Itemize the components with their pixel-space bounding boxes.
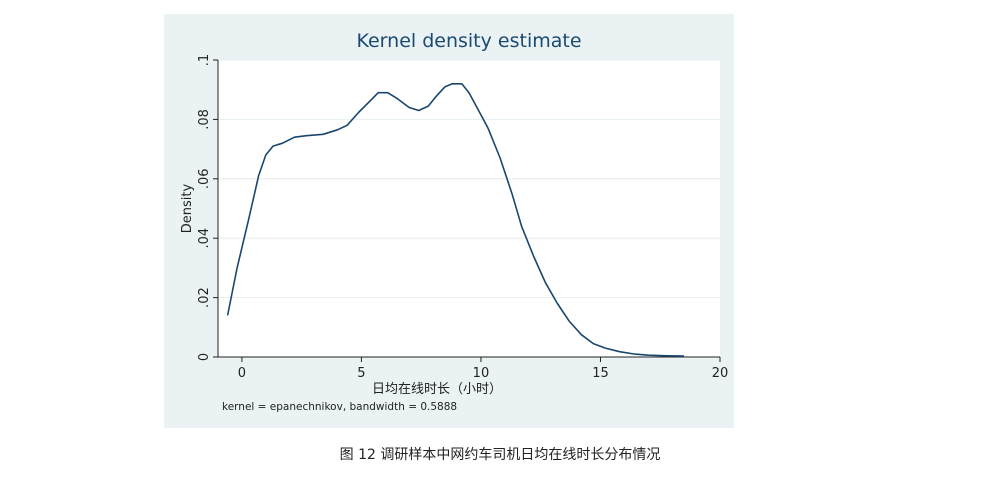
- plot-area: [218, 60, 720, 357]
- figure-caption: 图 12 调研样本中网约车司机日均在线时长分布情况: [339, 447, 661, 463]
- x-tick-label: 15: [592, 366, 609, 381]
- density-curve: [226, 83, 685, 357]
- x-tick-label: 20: [712, 366, 729, 381]
- y-tick-label: 0: [197, 353, 212, 361]
- x-tick-label: 0: [238, 366, 246, 381]
- y-tick-label: .04: [197, 228, 212, 249]
- kernel-note: kernel = epanechnikov, bandwidth = 0.588…: [222, 401, 457, 413]
- y-tick-label: .08: [197, 109, 212, 130]
- y-tick-label: .02: [197, 287, 212, 308]
- density-chart: 0 .02 .04 .06 .08 .1 0 5 10 15 20 Kernel density es…: [180, 30, 729, 413]
- chart-panel: 0 .02 .04 .06 .08 .1 0 5 10 15 20 Kernel density es…: [164, 14, 734, 428]
- y-tick-label: .06: [197, 168, 212, 189]
- y-axis-title: Density: [180, 183, 195, 233]
- chart-title: Kernel density estimate: [356, 30, 581, 52]
- x-axis-title: 日均在线时长（小时）: [372, 382, 502, 397]
- y-tick-label: .1: [197, 54, 212, 66]
- x-tick-label: 10: [473, 366, 490, 381]
- x-tick-label: 5: [357, 366, 365, 381]
